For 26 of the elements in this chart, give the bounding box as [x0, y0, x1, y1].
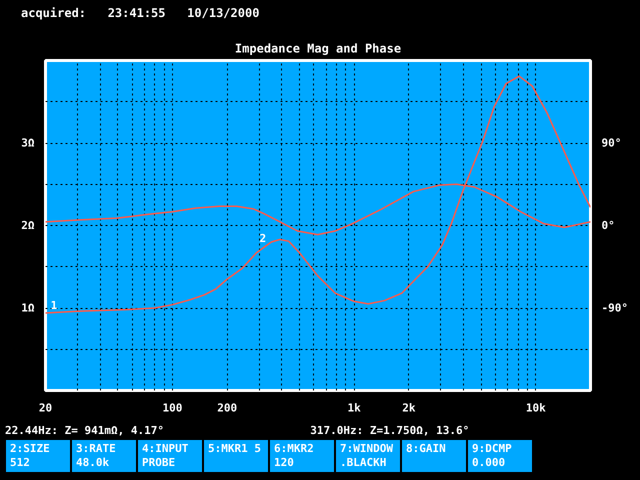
text: 6:MKR2 120: [270, 440, 334, 472]
chart-subtitle: acquired: 23:41:55 10/13/2000: [21, 5, 260, 22]
y-tick-label: 2Ω: [21, 219, 35, 232]
x-tick-label: 2k: [402, 402, 416, 414]
x-tick-label: 200: [217, 402, 238, 414]
x-tick-label: 10k: [526, 402, 546, 414]
text: 8:GAIN: [402, 440, 466, 472]
y2-tick-label: -90°: [602, 302, 628, 314]
annotation: 1: [50, 298, 58, 312]
text: 2:SIZE 512: [6, 440, 70, 472]
x-tick-label: 20: [38, 402, 52, 414]
chart-title: Impedance Mag and Phase: [234, 42, 402, 56]
y-tick-label: 3Ω: [21, 136, 35, 150]
text: 317.0Hz: Z=1.750Ω, 13.6°: [310, 423, 470, 439]
y-tick-label: 1Ω: [21, 302, 35, 314]
text: 5:MKR1 5: [204, 440, 268, 472]
text: 4:INPUT PROBE: [138, 440, 202, 472]
x-tick-label: 1k: [348, 402, 362, 414]
text: 3:RATE 48.0k: [72, 440, 136, 472]
x-tick-label: 100: [162, 402, 182, 414]
y2-tick-label: 90°: [602, 136, 622, 150]
text: 9:DCMP 0.000: [468, 440, 532, 472]
text: 22.44Hz: Z= 941mΩ, 4.17°: [5, 423, 165, 439]
y2-tick-label: 0°: [602, 219, 615, 232]
annotation: 2: [260, 232, 266, 246]
text: 7:WINDOW .BLACKH: [336, 440, 400, 472]
